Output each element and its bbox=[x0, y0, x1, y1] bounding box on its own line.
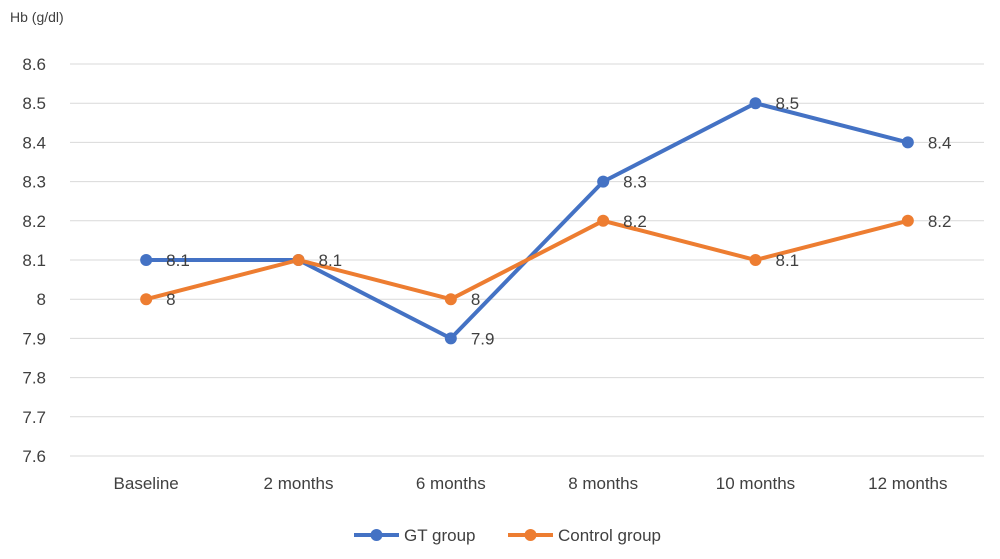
x-tick-label: 6 months bbox=[416, 474, 486, 493]
y-axis-label: Hb (g/dl) bbox=[10, 9, 64, 25]
y-tick-labels: 7.6 7.7 7.8 7.9 8 8.1 8.2 8.3 8.4 8.5 8.6 bbox=[22, 55, 46, 466]
data-label: 8.4 bbox=[928, 133, 952, 152]
data-point bbox=[901, 136, 914, 149]
data-point bbox=[597, 175, 610, 188]
legend-label: Control group bbox=[558, 526, 661, 545]
y-tick-label: 8.5 bbox=[22, 94, 46, 113]
data-label: 8.5 bbox=[776, 94, 800, 113]
data-point bbox=[901, 214, 914, 227]
legend-marker bbox=[370, 529, 383, 541]
data-label: 8.2 bbox=[623, 212, 647, 231]
data-point bbox=[444, 293, 457, 306]
y-tick-label: 8.1 bbox=[22, 251, 46, 270]
data-label: 8 bbox=[471, 290, 480, 309]
x-tick-labels: Baseline 2 months 6 months 8 months 10 month… bbox=[114, 474, 948, 493]
data-point bbox=[140, 293, 153, 306]
legend-marker bbox=[524, 529, 537, 541]
x-tick-label: 8 months bbox=[568, 474, 638, 493]
data-label: 7.9 bbox=[471, 329, 495, 348]
data-label: 8.1 bbox=[776, 251, 800, 270]
data-point bbox=[749, 97, 762, 110]
y-tick-label: 8.6 bbox=[22, 55, 46, 74]
legend: GT group Control group bbox=[354, 526, 661, 545]
y-tick-label: 8.4 bbox=[22, 133, 46, 152]
data-point bbox=[749, 254, 762, 266]
legend-label: GT group bbox=[404, 526, 476, 545]
y-tick-label: 7.6 bbox=[22, 447, 46, 466]
data-point bbox=[292, 254, 305, 266]
y-tick-label: 8.2 bbox=[22, 212, 46, 231]
x-tick-label: Baseline bbox=[114, 474, 179, 493]
data-label: 8.3 bbox=[623, 173, 647, 192]
series-line bbox=[144, 218, 910, 302]
data-point bbox=[597, 214, 610, 227]
y-tick-label: 7.7 bbox=[22, 408, 46, 427]
y-tick-label: 8 bbox=[37, 290, 46, 309]
data-label: 8 bbox=[166, 290, 175, 309]
series-markers bbox=[140, 97, 914, 345]
data-label: 8.1 bbox=[166, 251, 190, 270]
data-label: 8.2 bbox=[928, 212, 952, 231]
data-labels: 8.1 8.1 7.9 8.3 8.5 8.4 8 8 8.2 8.1 8.2 bbox=[166, 94, 951, 348]
data-point bbox=[140, 254, 153, 266]
y-tick-label: 8.3 bbox=[22, 173, 46, 192]
x-tick-label: 12 months bbox=[868, 474, 947, 493]
y-tick-label: 7.8 bbox=[22, 369, 46, 388]
data-point bbox=[444, 332, 457, 345]
x-tick-label: 10 months bbox=[716, 474, 795, 493]
y-tick-label: 7.9 bbox=[22, 329, 46, 348]
data-label: 8.1 bbox=[319, 251, 343, 270]
series-lines bbox=[144, 101, 910, 341]
x-tick-label: 2 months bbox=[264, 474, 334, 493]
